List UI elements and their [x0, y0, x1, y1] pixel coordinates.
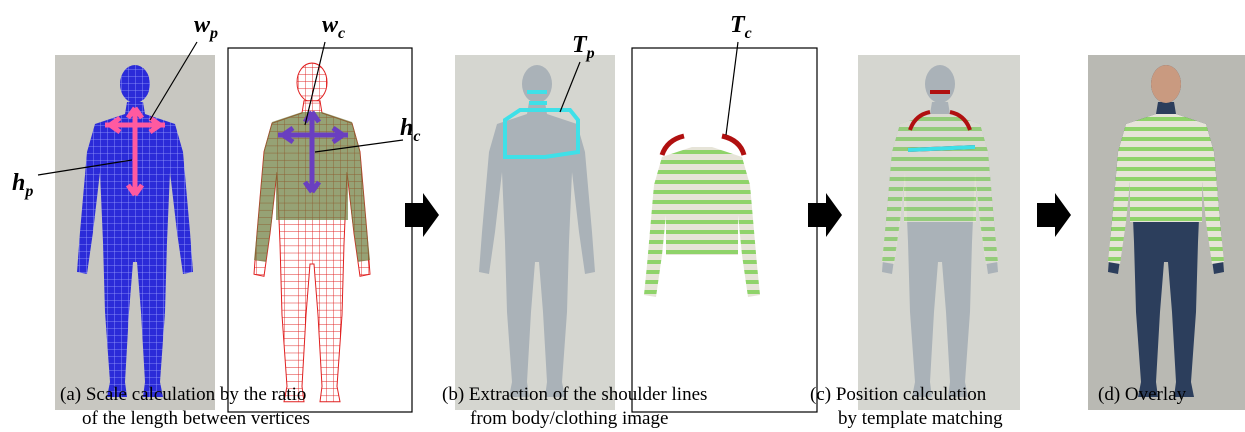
caption-line: of the length between vertices	[82, 408, 310, 429]
variable-label: Tc	[730, 12, 752, 42]
variable-label: wp	[194, 12, 218, 42]
variable-label: wc	[322, 12, 345, 42]
caption-line: (d) Overlay	[1098, 384, 1187, 405]
label-base: w	[322, 12, 339, 38]
label-base: T	[572, 32, 588, 58]
caption-line: from body/clothing image	[470, 408, 668, 429]
panel-a-mesh	[228, 48, 412, 412]
label-base: h	[400, 115, 413, 141]
variable-label: hc	[400, 115, 420, 145]
label-subscript: p	[208, 25, 218, 42]
figure: wpwchphcTpTc(a) Scale calculation by the…	[0, 0, 1245, 432]
label-subscript: p	[585, 45, 595, 62]
label-subscript: c	[745, 25, 752, 42]
panel-b-cloth	[632, 48, 817, 412]
caption-line: (b) Extraction of the shoulder lines	[442, 384, 707, 405]
variable-label: hp	[12, 170, 33, 200]
caption-line: (c) Position calculation	[810, 384, 987, 405]
label-subscript: p	[23, 183, 33, 200]
label-base: T	[730, 12, 746, 38]
caption-line: (a) Scale calculation by the ratio	[60, 384, 306, 405]
panel-a-photo	[55, 55, 215, 410]
label-base: w	[194, 12, 211, 38]
variable-label: Tp	[572, 32, 595, 62]
arrow	[1037, 193, 1071, 237]
panel-c-photo	[858, 55, 1020, 410]
panel-b-photo	[455, 55, 615, 410]
panel-d-photo	[1088, 55, 1245, 410]
label-base: h	[12, 170, 25, 196]
caption-line: by template matching	[838, 408, 1003, 429]
label-subscript: c	[413, 128, 420, 145]
label-subscript: c	[338, 25, 345, 42]
